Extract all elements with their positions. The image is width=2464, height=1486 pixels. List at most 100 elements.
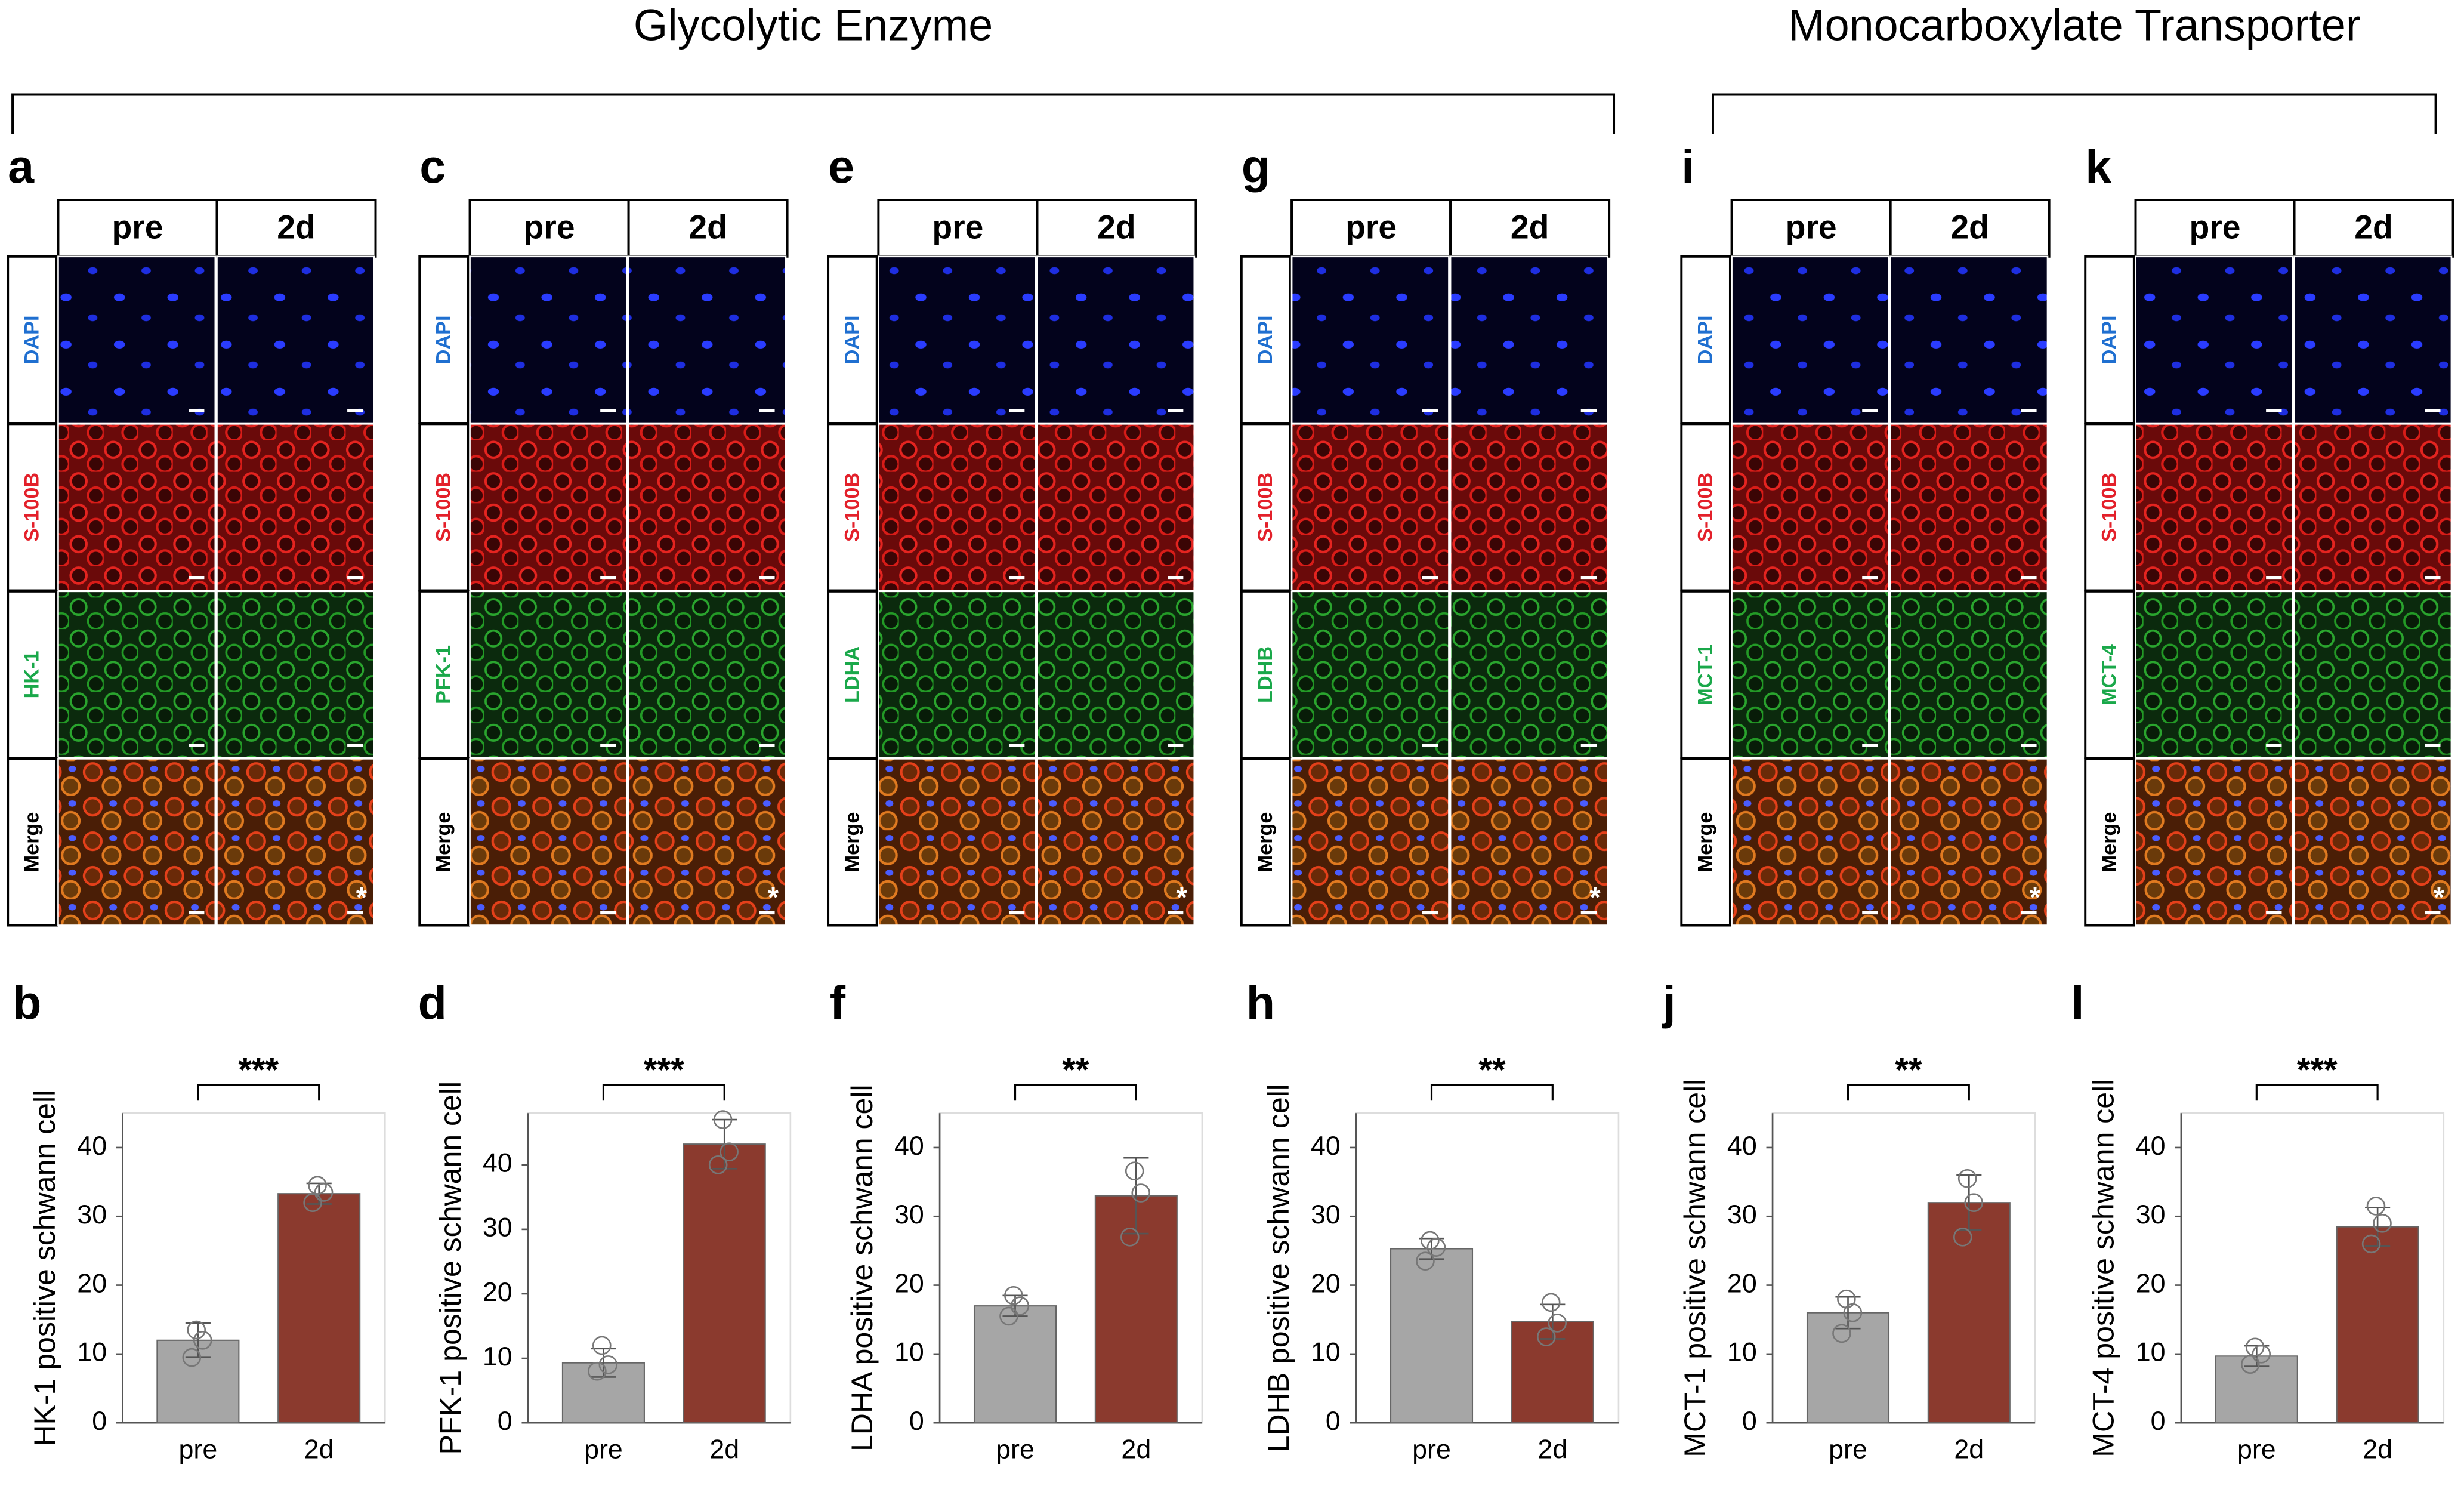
row-label: MCT-1	[1694, 644, 1716, 705]
micrograph	[628, 590, 787, 759]
y-tick-label: 30	[894, 1200, 924, 1229]
x-tick-label: 2d	[1954, 1434, 1984, 1464]
data-point	[598, 1355, 618, 1374]
row-label: DAPI	[841, 315, 863, 364]
y-tick-label: 10	[2136, 1337, 2166, 1367]
data-point	[720, 1142, 739, 1161]
micrograph	[1731, 423, 1890, 591]
panel-label: g	[1242, 140, 1270, 193]
row-label: S-100B	[1694, 473, 1716, 542]
micrograph	[216, 590, 375, 759]
micrograph	[628, 758, 787, 926]
column-header: pre	[1345, 209, 1397, 246]
significance-bracket	[1430, 1084, 1554, 1101]
row-label-box	[418, 757, 470, 927]
row-label: DAPI	[432, 315, 455, 364]
panel-label: d	[418, 976, 447, 1029]
y-tick-label: 20	[1311, 1268, 1341, 1298]
row-label: S-100B	[20, 473, 43, 542]
row-label: HK-1	[20, 650, 43, 698]
data-point	[1125, 1161, 1144, 1180]
data-point	[2252, 1345, 2271, 1364]
micrograph	[57, 255, 217, 424]
data-point	[1010, 1296, 1030, 1315]
micrograph	[57, 590, 217, 759]
column-header: pre	[112, 209, 163, 246]
micrograph	[1731, 758, 1890, 926]
micrograph	[1889, 758, 2049, 926]
micrograph	[2135, 758, 2294, 926]
corner-mark: *	[2030, 882, 2041, 914]
y-tick-label: 30	[77, 1200, 107, 1229]
panel-label: f	[830, 976, 846, 1029]
micrograph	[1731, 255, 1890, 424]
y-tick-label: 20	[1727, 1268, 1757, 1298]
panel-label: i	[1681, 140, 1694, 193]
column-header: 2d	[1097, 209, 1136, 246]
micrograph	[469, 255, 628, 424]
row-label: DAPI	[1254, 315, 1277, 364]
column-header: 2d	[1511, 209, 1549, 246]
y-tick-label: 10	[1727, 1337, 1757, 1367]
panel-label: a	[8, 140, 35, 193]
x-tick-label: pre	[584, 1434, 623, 1464]
row-label: LDHB	[1254, 646, 1277, 703]
significance-bracket	[2255, 1084, 2379, 1101]
micrograph	[878, 423, 1037, 591]
bar	[2336, 1226, 2419, 1424]
y-tick-label: 20	[483, 1277, 512, 1307]
significance-bracket	[602, 1084, 725, 1101]
micrograph	[2135, 255, 2294, 424]
significance-label: ***	[644, 1051, 684, 1089]
significance-bracket	[1847, 1084, 1970, 1101]
data-point	[1832, 1324, 1851, 1343]
row-label: S-100B	[841, 473, 863, 542]
x-tick-label: 2d	[1537, 1434, 1567, 1464]
data-point	[187, 1320, 206, 1340]
micrograph	[1449, 758, 1608, 926]
micrograph	[2135, 590, 2294, 759]
y-axis-label: MCT-4 positive schwann cell	[2087, 1079, 2120, 1457]
row-label: MCT-4	[2098, 644, 2120, 705]
section-bracket	[11, 93, 1616, 134]
bar	[1390, 1248, 1474, 1424]
data-point	[308, 1176, 327, 1195]
x-tick-label: 2d	[1121, 1434, 1151, 1464]
micrograph	[1449, 255, 1608, 424]
row-label: S-100B	[432, 473, 455, 542]
bar	[683, 1143, 766, 1424]
y-axis-label: MCT-1 positive schwann cell	[1678, 1079, 1712, 1457]
micrograph	[57, 423, 217, 591]
y-tick-label: 40	[483, 1148, 512, 1178]
micrograph	[1290, 758, 1450, 926]
data-point	[1964, 1193, 1984, 1212]
data-point	[1953, 1228, 1972, 1247]
data-point	[1416, 1251, 1435, 1271]
significance-label: **	[1895, 1051, 1922, 1089]
column-header: 2d	[2354, 209, 2393, 246]
bar	[277, 1193, 361, 1424]
row-label: S-100B	[2098, 473, 2120, 542]
micrograph	[216, 758, 375, 926]
y-axis-label: LDHA positive schwann cell	[845, 1084, 879, 1451]
data-point	[1541, 1293, 1561, 1312]
column-header: 2d	[1950, 209, 1989, 246]
column-header: 2d	[688, 209, 727, 246]
x-tick-label: pre	[1829, 1434, 1867, 1464]
bar	[973, 1305, 1057, 1424]
row-label: Merge	[1694, 812, 1716, 873]
y-tick-label: 20	[2136, 1268, 2166, 1298]
data-point	[713, 1110, 733, 1129]
panel-label: k	[2085, 140, 2112, 193]
column-header: 2d	[277, 209, 316, 246]
section-heading: Glycolytic Enzyme	[634, 0, 993, 50]
micrograph	[1290, 590, 1450, 759]
data-point	[303, 1193, 322, 1212]
data-point	[1120, 1228, 1140, 1247]
y-tick-label: 40	[77, 1131, 107, 1161]
data-point	[1131, 1183, 1151, 1203]
micrograph	[1036, 423, 1196, 591]
data-point	[588, 1361, 607, 1381]
section-bracket	[1712, 93, 2437, 134]
y-tick-label: 20	[894, 1268, 924, 1298]
